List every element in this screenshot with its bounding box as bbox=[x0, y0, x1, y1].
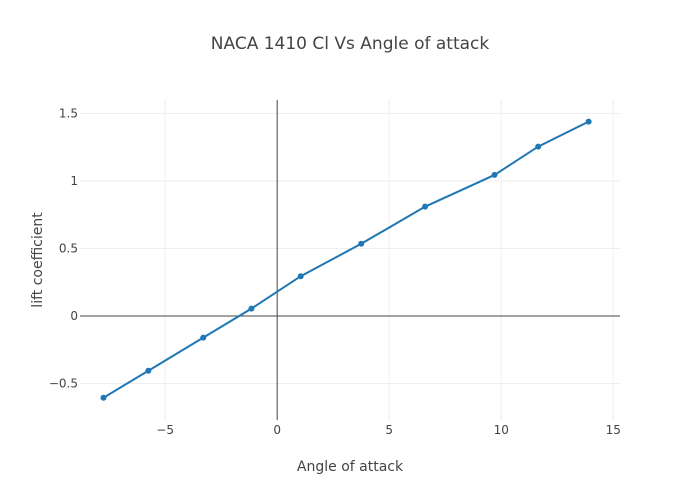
data-point bbox=[358, 240, 365, 247]
y-tick-label: −0.5 bbox=[49, 377, 78, 391]
y-axis-ticks: −0.5 0 0.5 1 1.5 bbox=[49, 107, 78, 391]
data-point bbox=[297, 273, 304, 280]
data-point bbox=[248, 305, 255, 312]
y-tick-label: 0 bbox=[70, 309, 78, 323]
data-point bbox=[422, 203, 429, 210]
data-point bbox=[200, 334, 207, 341]
data-point bbox=[145, 367, 152, 374]
grid-lines bbox=[80, 100, 620, 420]
zero-lines bbox=[80, 100, 620, 420]
data-point bbox=[491, 171, 498, 178]
x-tick-label: 5 bbox=[385, 423, 393, 437]
data-point bbox=[585, 118, 592, 125]
data-point bbox=[100, 394, 107, 401]
data-point bbox=[535, 143, 542, 150]
y-tick-label: 1 bbox=[70, 174, 78, 188]
y-tick-label: 1.5 bbox=[59, 107, 78, 121]
series-line bbox=[103, 120, 590, 399]
series-layer bbox=[100, 118, 592, 401]
chart-title: NACA 1410 Cl Vs Angle of attack bbox=[211, 34, 490, 54]
x-axis-title: Angle of attack bbox=[297, 459, 404, 475]
x-axis-ticks: −5 0 5 10 15 bbox=[156, 423, 621, 437]
x-tick-label: 0 bbox=[273, 423, 281, 437]
y-axis-title: lift coefficient bbox=[30, 212, 46, 308]
x-tick-label: 15 bbox=[606, 423, 621, 437]
y-tick-label: 0.5 bbox=[59, 242, 78, 256]
x-tick-label: 10 bbox=[494, 423, 509, 437]
x-tick-label: −5 bbox=[156, 423, 174, 437]
